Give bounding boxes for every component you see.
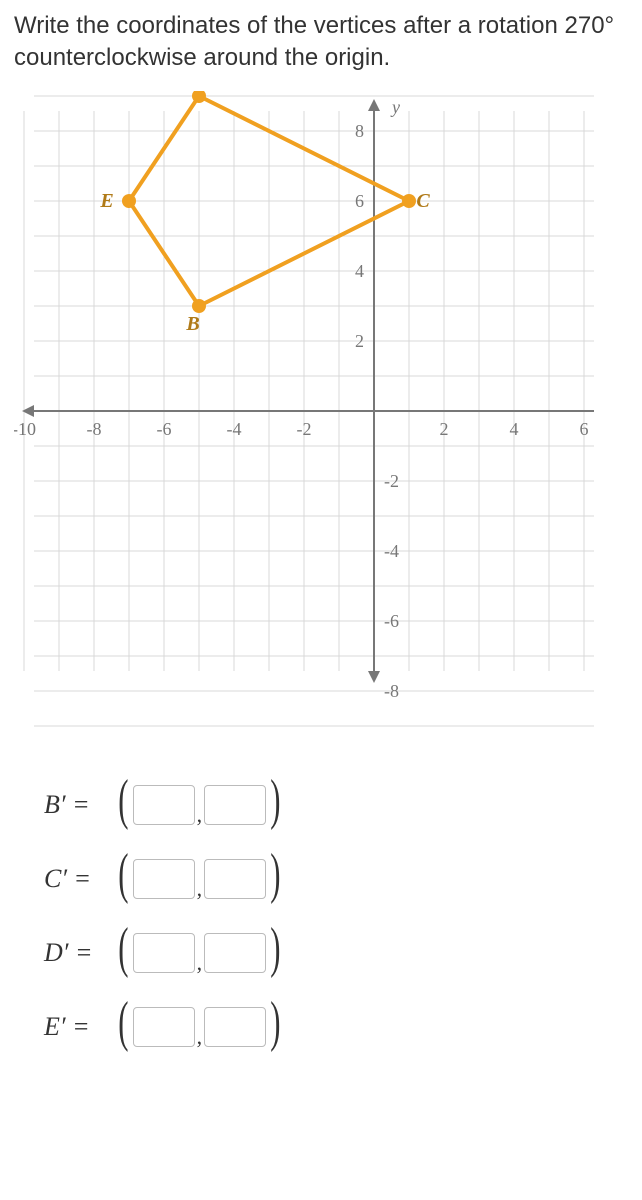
svg-text:y: y <box>390 97 400 117</box>
paren-close: ) <box>270 784 280 818</box>
answer-row: E′ =(,) <box>44 990 628 1064</box>
comma: , <box>197 1024 203 1064</box>
answer-x-input[interactable] <box>133 859 195 899</box>
answer-x-input[interactable] <box>133 785 195 825</box>
answer-x-input[interactable] <box>133 1007 195 1047</box>
svg-text:4: 4 <box>510 419 519 439</box>
answer-label: B′ = <box>44 790 114 820</box>
paren-close: ) <box>270 1006 280 1040</box>
svg-text:C: C <box>416 190 430 212</box>
question-text: Write the coordinates of the vertices af… <box>14 10 628 75</box>
comma: , <box>197 876 203 916</box>
svg-text:-8: -8 <box>384 681 399 701</box>
answer-y-input[interactable] <box>204 933 266 973</box>
svg-text:8: 8 <box>355 121 364 141</box>
answer-x-input[interactable] <box>133 933 195 973</box>
answer-section: B′ =(,)C′ =(,)D′ =(,)E′ =(,) <box>14 768 628 1064</box>
svg-text:2: 2 <box>355 331 364 351</box>
svg-text:-6: -6 <box>157 419 172 439</box>
svg-text:4: 4 <box>355 261 364 281</box>
svg-text:B: B <box>185 313 199 335</box>
answer-y-input[interactable] <box>204 1007 266 1047</box>
comma: , <box>197 950 203 990</box>
answer-row: C′ =(,) <box>44 842 628 916</box>
paren-open: ( <box>118 932 128 966</box>
svg-text:-10: -10 <box>14 419 36 439</box>
svg-text:2: 2 <box>440 419 449 439</box>
answer-y-input[interactable] <box>204 785 266 825</box>
coordinate-graph: y-10-8-6-4-2246108642-2-4-6-8-10BCDE <box>14 91 614 746</box>
svg-text:E: E <box>99 190 113 212</box>
svg-text:-2: -2 <box>297 419 312 439</box>
svg-text:6: 6 <box>355 191 364 211</box>
answer-label: E′ = <box>44 1012 114 1042</box>
svg-text:-2: -2 <box>384 471 399 491</box>
svg-text:6: 6 <box>580 419 589 439</box>
answer-y-input[interactable] <box>204 859 266 899</box>
answer-label: C′ = <box>44 864 114 894</box>
answer-label: D′ = <box>44 938 114 968</box>
svg-text:-8: -8 <box>87 419 102 439</box>
paren-open: ( <box>118 858 128 892</box>
paren-close: ) <box>270 932 280 966</box>
svg-text:-4: -4 <box>227 419 242 439</box>
paren-close: ) <box>270 858 280 892</box>
svg-text:-4: -4 <box>384 541 399 561</box>
comma: , <box>197 802 203 842</box>
svg-text:-6: -6 <box>384 611 399 631</box>
answer-row: B′ =(,) <box>44 768 628 842</box>
paren-open: ( <box>118 784 128 818</box>
answer-row: D′ =(,) <box>44 916 628 990</box>
paren-open: ( <box>118 1006 128 1040</box>
graph-svg: y-10-8-6-4-2246108642-2-4-6-8-10BCDE <box>14 91 614 741</box>
